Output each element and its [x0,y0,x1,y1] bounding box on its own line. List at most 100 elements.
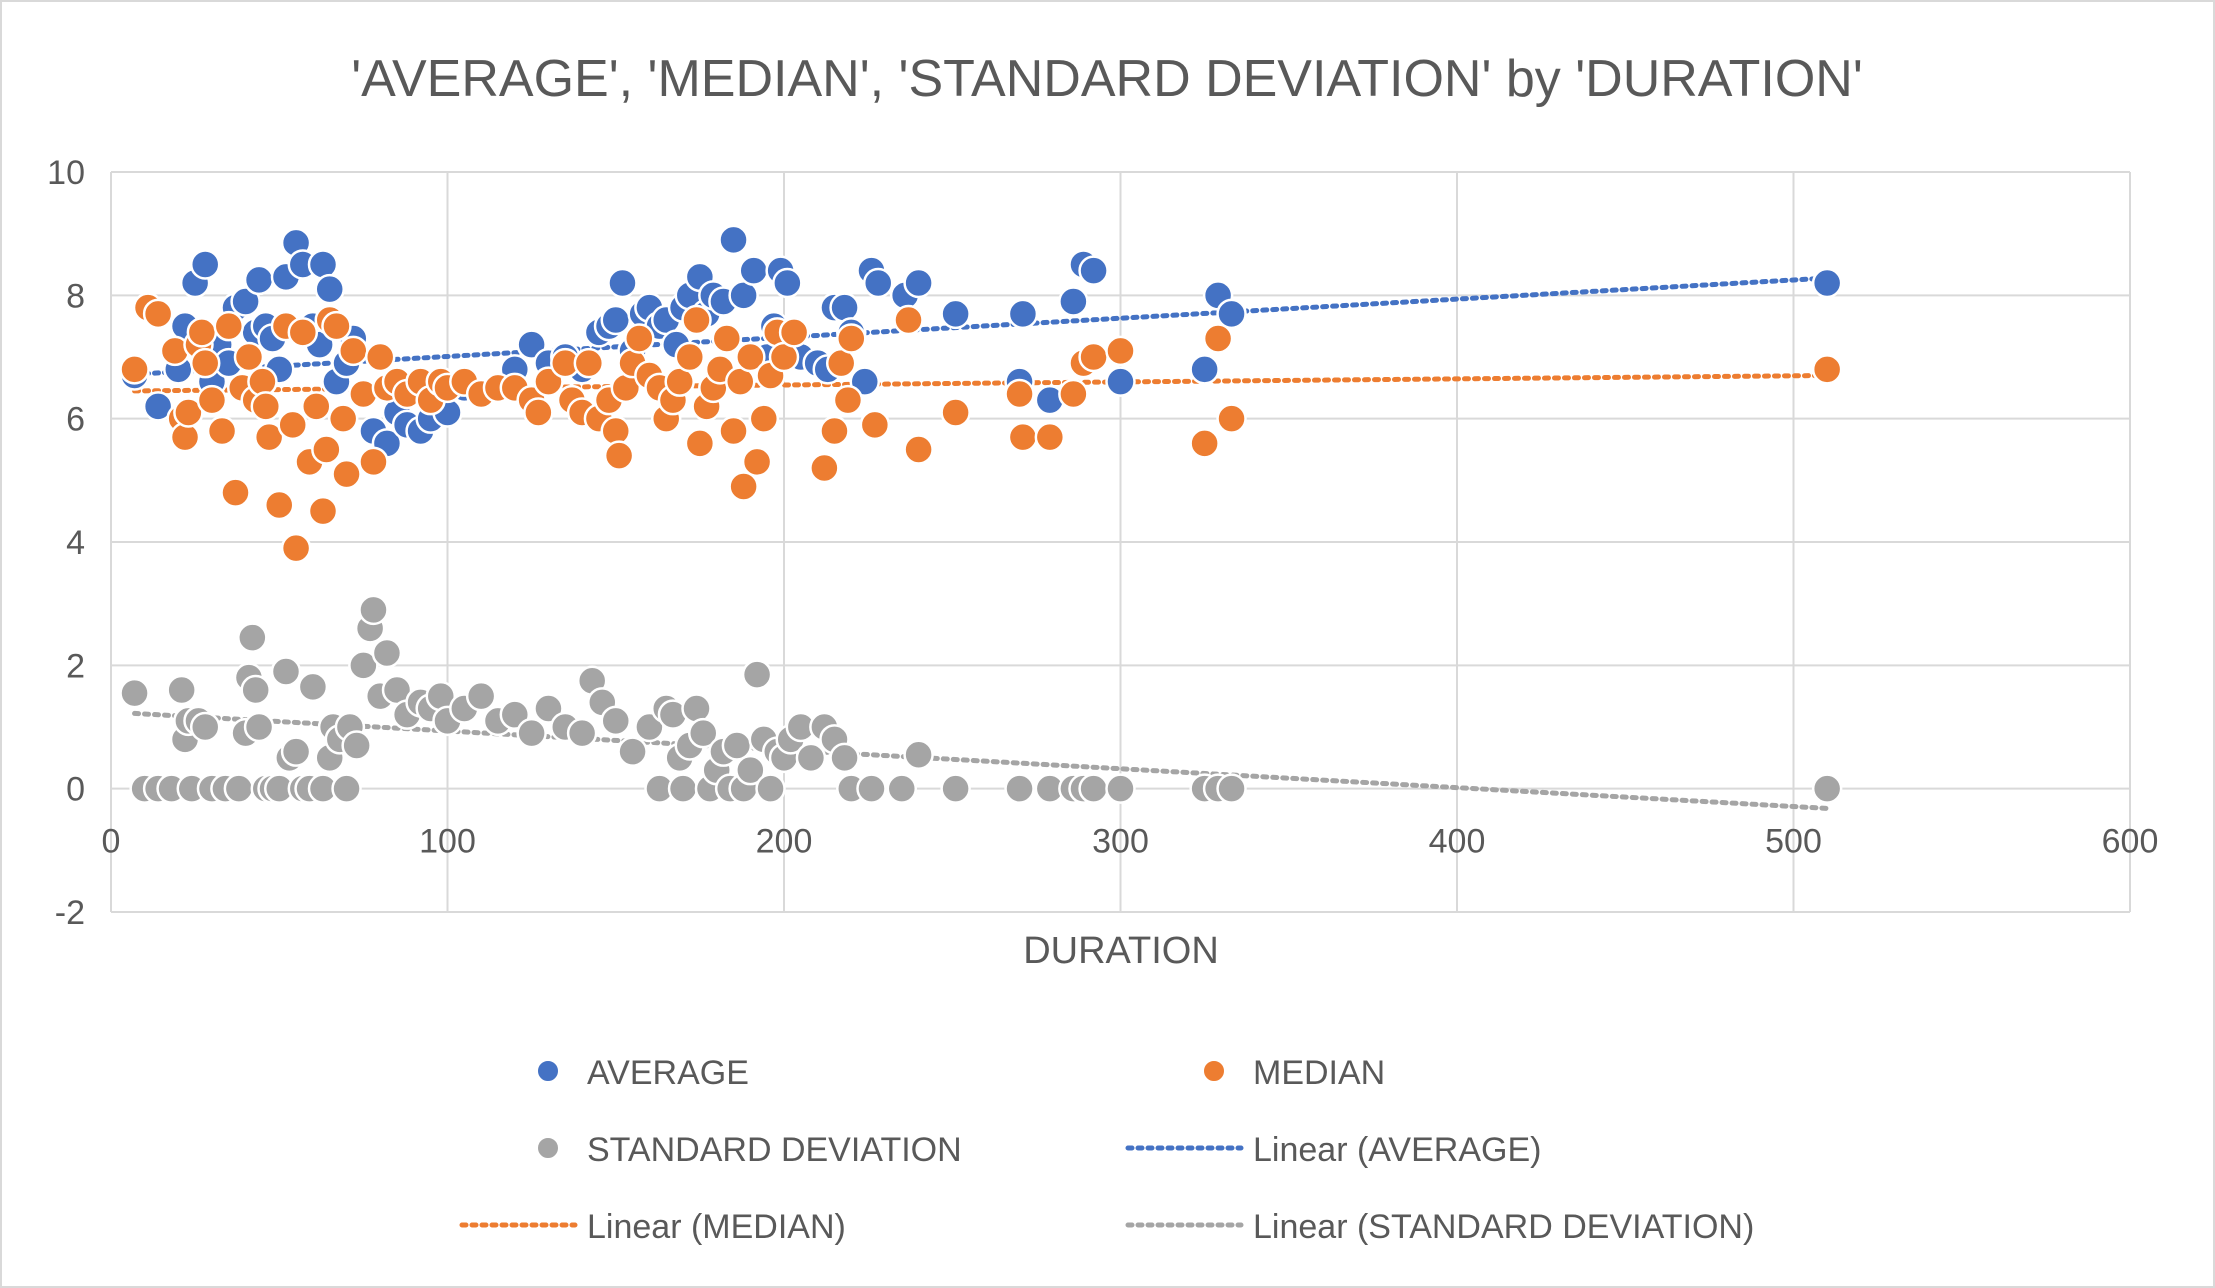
data-point [1216,403,1247,434]
data-point [1216,298,1247,330]
chart-title: 'AVERAGE', 'MEDIAN', 'STANDARD DEVIATION… [351,50,1863,108]
series-median [119,292,1843,564]
data-point [566,717,598,749]
data-point [166,674,197,706]
x-tick-label: 500 [1765,823,1822,861]
data-point [196,384,228,416]
data-point [327,403,359,434]
data-point [684,428,716,459]
data-point [230,286,261,317]
data-point [674,341,706,373]
data-point [1034,421,1066,453]
y-tick-label: 6 [66,401,85,439]
data-point [903,267,934,299]
data-point [331,773,362,804]
legend-label: Linear (AVERAGE) [1253,1131,1541,1169]
data-point [741,446,773,478]
data-point [213,310,245,342]
data-point [624,323,655,354]
data-point [243,711,275,743]
legend-marker [536,1136,560,1160]
data-point [189,711,221,743]
data-point [617,736,648,767]
data-point [142,391,174,422]
data-point [718,415,749,447]
legend-marker [536,1059,560,1083]
data-point [1811,267,1843,299]
data-point [358,594,389,626]
data-point [301,391,332,422]
data-point [243,264,275,296]
data-point [795,742,827,774]
data-point [1004,773,1035,804]
data-point [186,317,218,348]
data-point [748,403,780,434]
data-point [358,446,389,478]
series-standard-deviation [119,594,1843,804]
data-point [940,397,971,428]
y-tick-label: 2 [66,647,85,685]
trendline [132,710,1830,811]
data-point [829,742,860,774]
legend-label: AVERAGE [587,1054,749,1092]
data-point [1189,428,1220,459]
data-point [607,267,638,299]
legend-label: Linear (MEDIAN) [587,1208,846,1246]
data-point [1105,335,1136,367]
data-point [687,717,719,749]
data-point [348,650,379,681]
data-point [1811,773,1843,804]
legend-label: STANDARD DEVIATION [587,1131,962,1169]
data-point [253,421,285,453]
data-point [1058,286,1089,317]
legend: AVERAGE MEDIAN STANDARD DEVIATION Linear (A… [459,1054,1754,1246]
data-point [523,397,554,428]
data-point [173,397,204,428]
data-point [314,273,345,305]
data-point [721,730,753,761]
data-point [142,298,174,330]
data-point [223,773,255,804]
data-point [832,384,864,416]
data-point [903,434,934,465]
data-point [728,471,759,502]
data-point [886,773,918,804]
data-point [1078,255,1109,286]
data-point [321,310,352,342]
data-point [940,298,971,330]
data-point [465,680,497,712]
data-point [1007,298,1039,330]
data-point [1004,378,1035,410]
data-point [119,354,150,385]
data-point [711,323,743,354]
data-point [735,754,766,786]
x-tick-label: 400 [1429,823,1486,861]
data-point [859,409,891,441]
data-point [220,477,251,508]
data-point [264,489,295,521]
data-point [819,415,850,447]
data-point [1189,354,1220,385]
data-point [371,637,403,669]
x-axis-title: DURATION [1023,930,1219,972]
trendline [132,275,1830,377]
data-point [600,304,631,336]
data-point [287,317,319,348]
x-tick-label: 300 [1092,823,1149,861]
data-point [836,323,867,354]
data-point [1105,366,1136,397]
data-point [311,434,342,465]
data-point [903,739,934,770]
data-point [778,317,810,348]
data-point [1811,354,1843,385]
data-point [681,304,712,336]
data-point [280,736,312,767]
data-point [516,717,547,749]
data-point [1078,773,1109,804]
y-tick-label: 10 [47,154,85,192]
data-point [307,495,339,527]
data-point [240,674,271,706]
data-point [862,267,894,299]
